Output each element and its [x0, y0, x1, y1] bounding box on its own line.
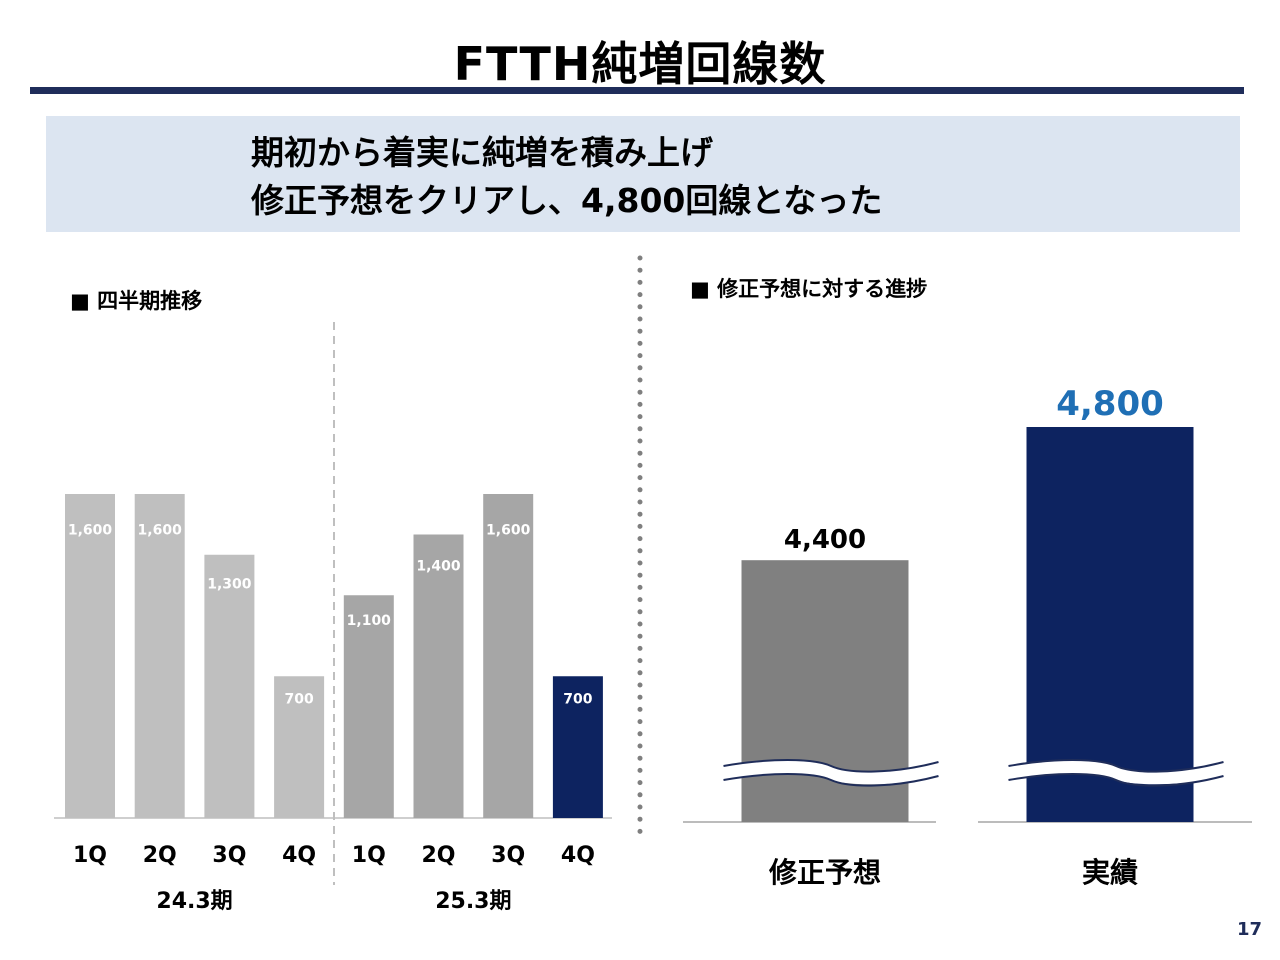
- summary-line-2: 修正予想をクリアし、4,800回線となった: [251, 181, 883, 220]
- slide-title: FTTH純増回線数: [453, 37, 827, 91]
- quarterly-bar-value: 700: [563, 691, 592, 707]
- progress-chart-title: ■ 修正予想に対する進捗: [690, 277, 928, 301]
- quarterly-bar-value: 700: [284, 691, 313, 707]
- quarterly-bar: [413, 534, 464, 818]
- quarterly-chart-title: ■ 四半期推移: [70, 289, 203, 313]
- quarterly-bar: [274, 676, 325, 818]
- period-group-label: 24.3期: [156, 889, 232, 914]
- quarterly-bar: [204, 554, 255, 818]
- axis-break-line: [723, 773, 939, 787]
- period-group-label: 25.3期: [435, 889, 511, 914]
- quarterly-category-label: 2Q: [143, 843, 177, 868]
- progress-bar: [1026, 427, 1194, 822]
- progress-category-label: 実績: [1082, 856, 1138, 889]
- summary-box: 期初から着実に純増を積み上げ 修正予想をクリアし、4,800回線となった: [46, 116, 1240, 232]
- quarterly-bar: [483, 494, 534, 818]
- quarterly-category-label: 4Q: [282, 843, 316, 868]
- quarterly-bar: [134, 494, 185, 818]
- quarterly-category-label: 3Q: [212, 843, 246, 868]
- page-number: 17: [1236, 919, 1262, 940]
- quarterly-bar: [343, 595, 394, 818]
- progress-bar-value: 4,800: [1056, 384, 1164, 424]
- progress-bar-value: 4,400: [784, 525, 866, 555]
- axis-break-band: [1008, 760, 1224, 785]
- quarterly-category-label: 1Q: [73, 843, 107, 868]
- progress-category-label: 修正予想: [768, 856, 881, 889]
- progress-bar-chart: 4,400 修正予想 4,800 実績: [723, 384, 1224, 889]
- axis-break-line: [1008, 759, 1224, 773]
- quarterly-bar-value: 1,300: [207, 577, 252, 593]
- quarterly-bar-value: 1,600: [486, 523, 531, 539]
- axis-break-line: [723, 759, 939, 773]
- quarterly-category-label: 1Q: [352, 843, 386, 868]
- quarterly-bar-value: 1,600: [138, 523, 183, 539]
- quarterly-bar-value: 1,400: [416, 559, 461, 575]
- quarterly-bar-value: 1,600: [68, 523, 113, 539]
- quarterly-category-label: 2Q: [421, 843, 455, 868]
- summary-line-1: 期初から着実に純増を積み上げ: [251, 133, 713, 172]
- axis-break-band: [723, 760, 939, 785]
- title-underline: [30, 87, 1244, 94]
- quarterly-bar: [552, 676, 603, 818]
- quarterly-category-label: 3Q: [491, 843, 525, 868]
- quarterly-bar-value: 1,100: [347, 613, 392, 629]
- quarterly-bar-chart: 1,600 1Q 1,600 2Q 1,300 3Q 700 4Q 1,100 1Q 1,400 2Q…: [65, 494, 603, 914]
- axis-break-line: [1008, 773, 1224, 787]
- quarterly-bar: [65, 494, 115, 818]
- quarterly-category-label: 4Q: [561, 843, 595, 868]
